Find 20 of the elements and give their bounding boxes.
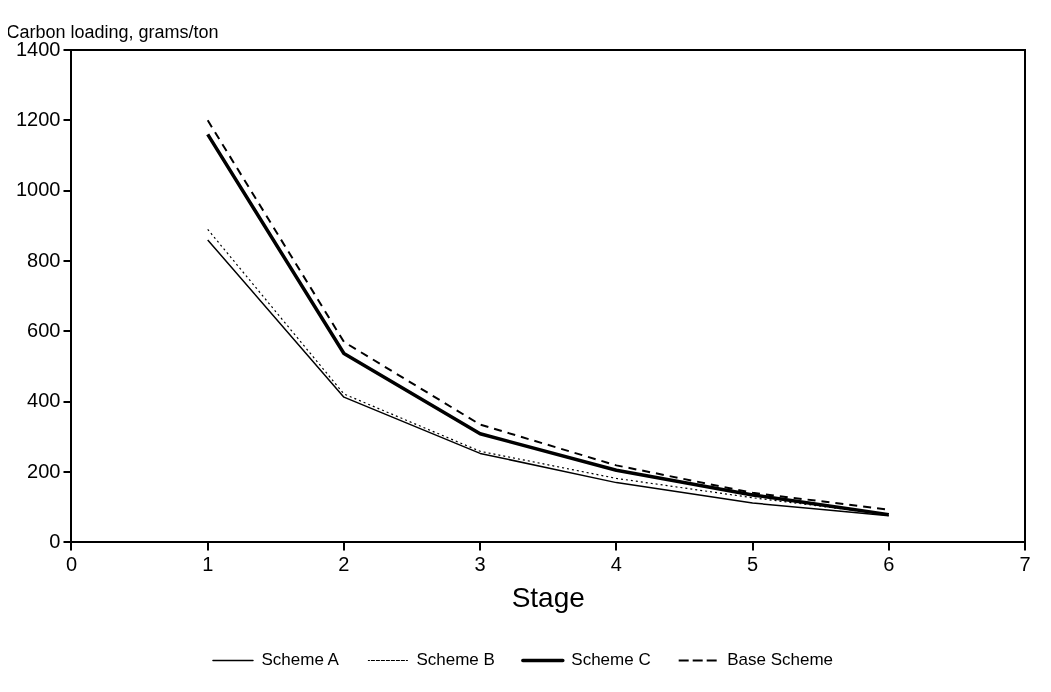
legend-label: Scheme A: [261, 650, 340, 670]
y-tick-label: 1200: [15, 107, 61, 130]
x-tick-label: 5: [747, 552, 759, 575]
y-tick-label: 200: [27, 459, 61, 482]
y-tick-label: 1000: [15, 178, 61, 201]
x-tick-label: 1: [202, 552, 214, 575]
y-tick-label: 600: [27, 318, 61, 341]
x-tick-label: 6: [883, 552, 895, 575]
legend-label: Base Scheme: [727, 650, 834, 670]
x-tick-label: 4: [610, 552, 622, 575]
x-tick-label: 7: [1019, 552, 1031, 575]
legend-label: Scheme C: [571, 650, 651, 670]
y-tick-label: 400: [27, 389, 61, 412]
x-tick-label: 3: [474, 552, 486, 575]
y-tick-label: 800: [27, 248, 61, 271]
y-tick-label: 0: [49, 529, 61, 552]
x-axis-title: Stage: [511, 581, 585, 613]
legend-label: Scheme B: [416, 650, 495, 670]
x-tick-label: 0: [65, 552, 78, 575]
x-tick-label: 2: [338, 552, 350, 575]
